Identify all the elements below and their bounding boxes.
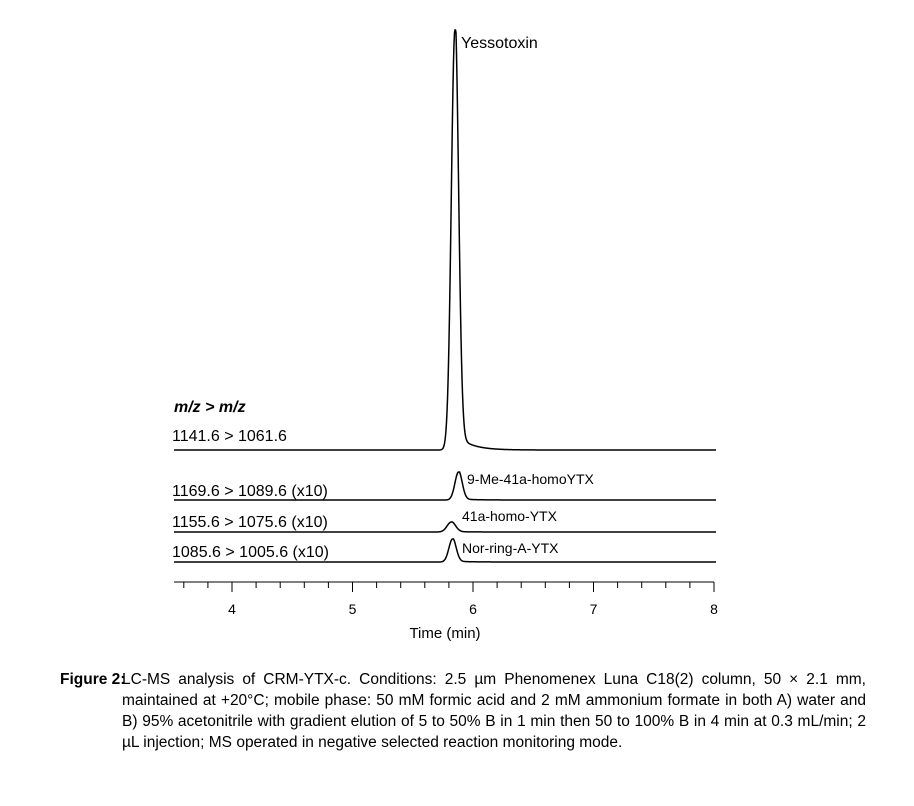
x-tick-label: 4	[228, 601, 236, 617]
trace-name-label: 1169.6 > 1089.6 (x10)	[172, 483, 328, 500]
trace-name-label: 1155.6 > 1075.6 (x10)	[172, 514, 328, 531]
peak-label: 41a-homo-YTX	[462, 508, 558, 524]
figure-caption: Figure 2: LC-MS analysis of CRM-YTX-c. C…	[60, 669, 866, 753]
legend-header: m/z > m/z	[174, 399, 246, 416]
trace-name-label: 1141.6 > 1061.6	[172, 428, 287, 445]
trace-line	[174, 521, 716, 533]
peak-label: Nor-ring-A-YTX	[462, 540, 559, 556]
peak-label: 9-Me-41a-homoYTX	[467, 471, 594, 487]
x-tick-label: 7	[590, 601, 598, 617]
peak-label: Yessotoxin	[461, 35, 538, 52]
trace-name-label: 1085.6 > 1005.6 (x10)	[172, 544, 329, 561]
trace-line	[174, 538, 716, 563]
x-tick-label: 8	[710, 601, 718, 617]
chromatogram-chart: 1141.6 > 1061.6 Yessotoxin 1169.6 > 1089.6…	[172, 29, 718, 642]
x-tick-label: 5	[349, 601, 357, 617]
x-tick-label: 6	[469, 601, 477, 617]
trace-line	[174, 471, 716, 501]
caption-text: LC-MS analysis of CRM-YTX-c. Conditions:…	[122, 671, 866, 751]
caption-label: Figure 2:	[60, 671, 126, 688]
trace-line	[174, 29, 716, 451]
x-axis-label: Time (min)	[409, 625, 480, 642]
